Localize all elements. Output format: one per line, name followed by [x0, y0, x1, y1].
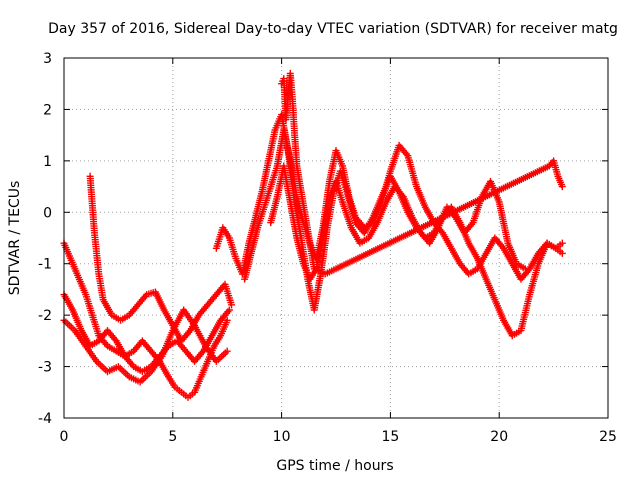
x-tick-label: 10	[273, 429, 291, 445]
y-tick-label: -3	[38, 360, 52, 376]
data-point	[228, 301, 236, 309]
data-point	[558, 249, 566, 257]
x-tick-label: 20	[490, 429, 508, 445]
data-point	[558, 183, 566, 191]
x-axis-title: GPS time / hours	[276, 458, 393, 474]
data-point	[223, 347, 231, 355]
y-axis-title: SDTVAR / TECUs	[7, 181, 23, 296]
data-point	[223, 316, 231, 324]
y-tick-label: 2	[43, 102, 52, 118]
y-tick-label: 3	[43, 51, 52, 67]
grid-lines	[64, 58, 608, 418]
x-tick-label: 25	[599, 429, 617, 445]
x-tick-label: 5	[168, 429, 177, 445]
y-tick-label: 1	[43, 154, 52, 170]
data-point	[521, 265, 529, 273]
axis-ticks: 0 5 10 15 20 25 -4 -3 -2 -1 0 1 2 3	[38, 51, 617, 445]
y-tick-label: -4	[38, 411, 52, 427]
data-point	[558, 239, 566, 247]
chart-title: Day 357 of 2016, Sidereal Day-to-day VTE…	[48, 21, 618, 37]
plot-frame	[63, 57, 609, 419]
y-tick-label: -2	[38, 308, 52, 324]
y-tick-label: 0	[43, 205, 52, 221]
data-point	[225, 306, 233, 314]
data-points	[60, 69, 566, 401]
x-tick-label: 0	[60, 429, 69, 445]
x-tick-label: 15	[381, 429, 399, 445]
y-tick-label: -1	[38, 257, 52, 273]
